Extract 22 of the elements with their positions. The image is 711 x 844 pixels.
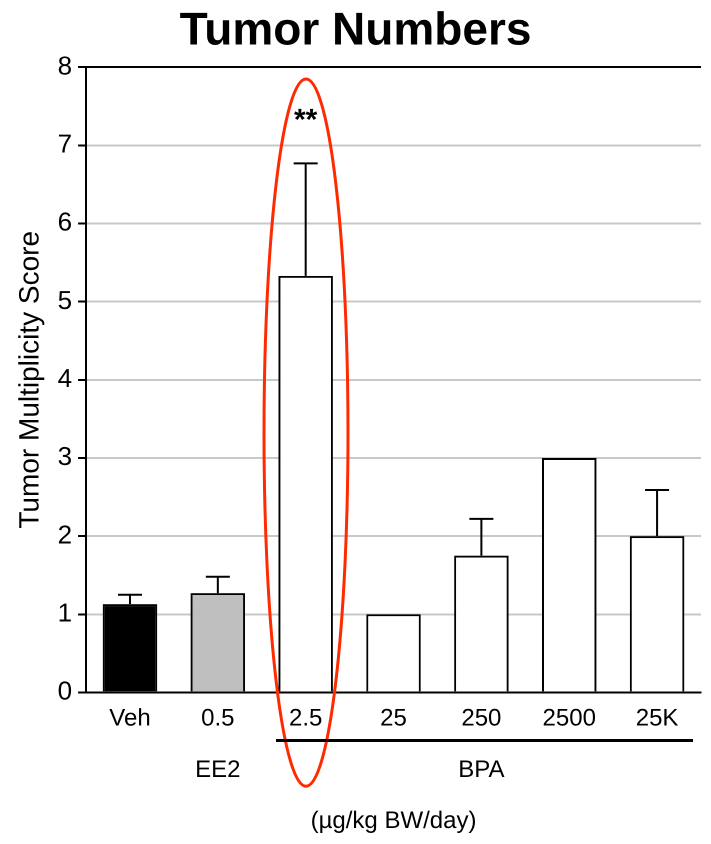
y-tick-label: 1: [58, 597, 72, 628]
chart-title: Tumor Numbers: [180, 2, 532, 54]
text: EE2: [195, 756, 241, 784]
y-tick-label: 3: [58, 441, 72, 472]
x-tick-label: 25: [380, 704, 407, 732]
x-tick-label: 250: [461, 704, 502, 732]
x-tick-label: 2.5: [288, 704, 322, 732]
x-tick-label: 25K: [636, 704, 678, 732]
x-tick-label: 0.5: [201, 704, 235, 732]
y-tick-label: 2: [58, 519, 72, 550]
annotation: **: [294, 103, 318, 136]
y-tick-label: 4: [58, 362, 72, 393]
y-tick-label: 0: [58, 676, 72, 706]
text: BPA: [458, 756, 505, 784]
y-tick-label: 7: [58, 128, 72, 159]
y-tick-label: 6: [58, 206, 72, 237]
y-tick-label: 8: [58, 50, 72, 80]
x-axis-title: (µg/kg BW/day): [310, 807, 476, 834]
x-tick-label: 2500: [542, 704, 596, 732]
y-tick-label: 5: [58, 284, 72, 315]
x-tick-label: Veh: [109, 704, 151, 732]
y-axis-title: Tumor Multiplicity Score: [14, 230, 45, 529]
